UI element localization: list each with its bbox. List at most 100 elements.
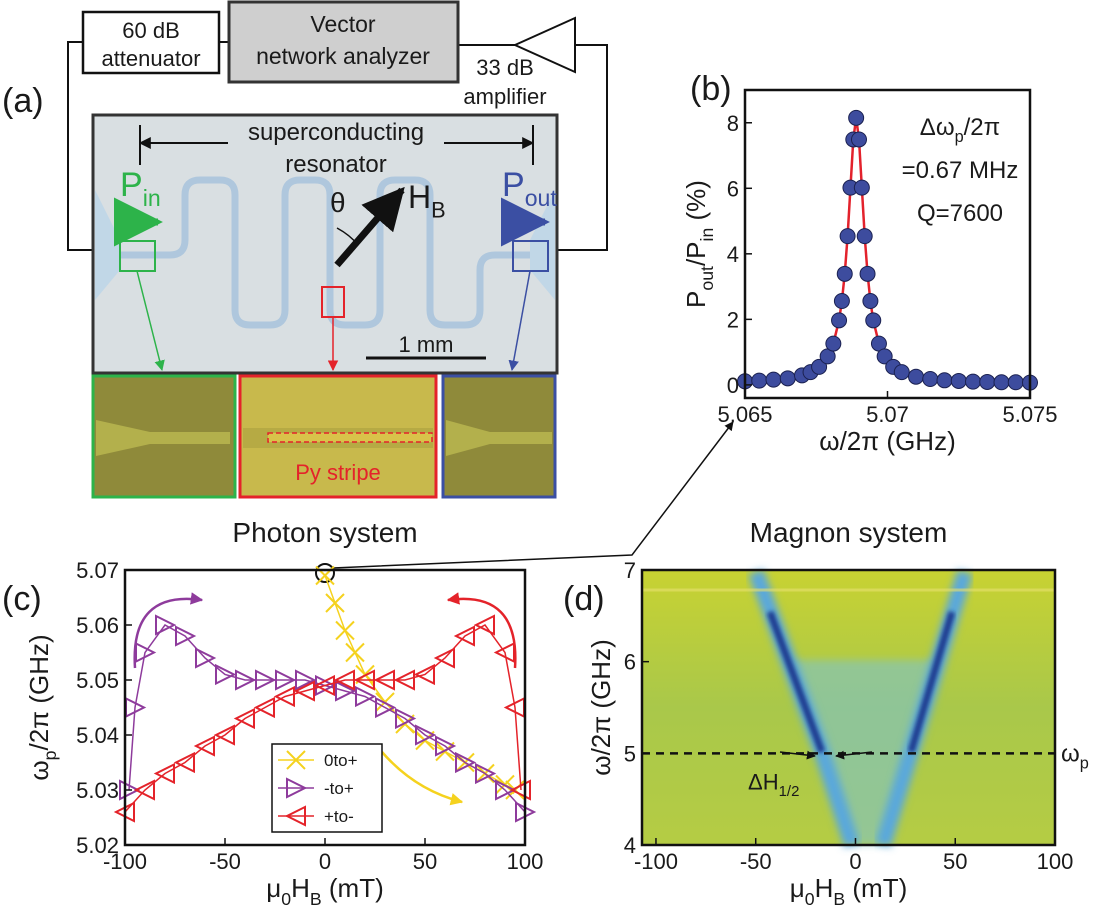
x-tick-label: -50 — [209, 849, 241, 874]
inset-link — [508, 270, 531, 372]
text-part: B — [833, 889, 845, 909]
text-part: in — [143, 185, 161, 211]
y-tick-label: 5.04 — [76, 723, 119, 748]
panel-label: (c) — [2, 580, 42, 618]
text-part: Δω — [920, 114, 955, 141]
x-axis-label: μ0HB (mT) — [790, 873, 908, 909]
panel-label: (a) — [2, 82, 44, 120]
text-part: (mT) — [322, 873, 384, 903]
y-tick-label: 5.03 — [76, 778, 119, 803]
data-point — [979, 373, 996, 390]
x-axis-label: μ0HB (mT) — [266, 873, 384, 909]
text-part: (mT) — [845, 873, 907, 903]
data-point — [435, 735, 457, 757]
data-point — [455, 751, 477, 774]
plot-frame — [640, 568, 1057, 847]
data-point — [195, 647, 217, 669]
text-part: H — [408, 179, 431, 215]
x-tick-label: -50 — [740, 849, 772, 874]
magnon-branch — [766, 610, 826, 754]
text-part: p — [40, 750, 60, 760]
data-point — [415, 724, 437, 746]
data-point — [779, 370, 796, 387]
scale-label: 1 mm — [399, 332, 454, 357]
data-point — [495, 779, 517, 801]
sweep-arrow — [133, 592, 204, 669]
data-point — [273, 685, 295, 708]
text-part: ω/2π (GHz) — [586, 639, 616, 775]
data-point — [293, 680, 315, 702]
data-point — [375, 696, 397, 719]
x-axis-label: ω/2π (GHz) — [819, 426, 955, 456]
data-point — [325, 593, 345, 613]
angle-arc — [336, 227, 359, 246]
attenuator-label: 60 dB — [122, 18, 180, 43]
data-point — [233, 707, 255, 730]
p-in-label: Pin — [120, 166, 161, 211]
data-point — [865, 312, 882, 329]
y-tick-label: 5.07 — [76, 558, 119, 583]
text-part: P — [120, 166, 143, 204]
data-point — [765, 371, 782, 388]
chart-title: Magnon system — [750, 517, 948, 548]
x-tick-label: 5.075 — [1002, 402, 1057, 427]
text-part: H — [815, 873, 834, 903]
y-tick-label: 6 — [727, 176, 739, 201]
legend-label: +to- — [324, 807, 354, 826]
attenuator-box — [81, 10, 221, 75]
x-tick-label: 50 — [943, 849, 967, 874]
reference-label: ωp — [1061, 740, 1089, 772]
data-point — [453, 625, 475, 647]
text-part: (%) — [681, 180, 711, 228]
y-tick-label: 5 — [624, 741, 636, 766]
x-tick-label: 50 — [413, 849, 437, 874]
data-point — [893, 364, 910, 381]
data-point — [255, 669, 277, 691]
annotation: =0.67 MHz — [902, 157, 1019, 184]
data-point — [862, 293, 879, 310]
data-point — [235, 669, 257, 691]
text-part: ΔH — [748, 769, 779, 794]
data-point — [345, 642, 365, 663]
data-point — [509, 779, 531, 801]
amplifier-label: 33 dB — [476, 55, 534, 80]
x-tick-label: 0 — [849, 849, 861, 874]
y-tick-label: 5.05 — [76, 668, 119, 693]
data-point — [335, 680, 357, 702]
data-point — [313, 674, 335, 697]
resonator-label: resonator — [285, 151, 386, 178]
text-part: =0.67 MHz — [902, 157, 1019, 184]
data-point — [253, 696, 275, 719]
y-tick-label: 4 — [727, 242, 739, 267]
data-point — [173, 751, 195, 774]
text-part: H — [291, 873, 310, 903]
data-point — [876, 348, 893, 365]
text-part: ω — [1061, 740, 1080, 767]
text-part: 0 — [805, 889, 815, 909]
data-point — [859, 265, 876, 282]
data-point — [493, 641, 515, 664]
text-part: p — [955, 128, 964, 146]
text-part: /P — [681, 241, 711, 266]
data-point — [922, 370, 939, 387]
sweep-arrow — [381, 751, 464, 806]
magnon-branch — [907, 611, 956, 753]
text-part: ω — [24, 760, 54, 780]
resonator-photo — [91, 113, 559, 375]
data-point — [856, 228, 873, 245]
text-part: in — [697, 228, 717, 242]
heatmap — [642, 569, 1055, 848]
data-point — [836, 265, 853, 282]
data-point — [965, 373, 981, 390]
y-axis-label: ω/2π (GHz) — [586, 639, 616, 775]
legend-marker — [286, 750, 306, 770]
legend-label: 0to+ — [324, 751, 358, 770]
text-part: P — [681, 291, 711, 308]
inset-marker — [512, 240, 549, 272]
data-point — [133, 779, 155, 801]
data-point — [908, 368, 924, 385]
text-part: Q=7600 — [917, 200, 1003, 227]
resonator-label: superconducting — [248, 119, 424, 146]
text-part: P — [502, 166, 525, 204]
